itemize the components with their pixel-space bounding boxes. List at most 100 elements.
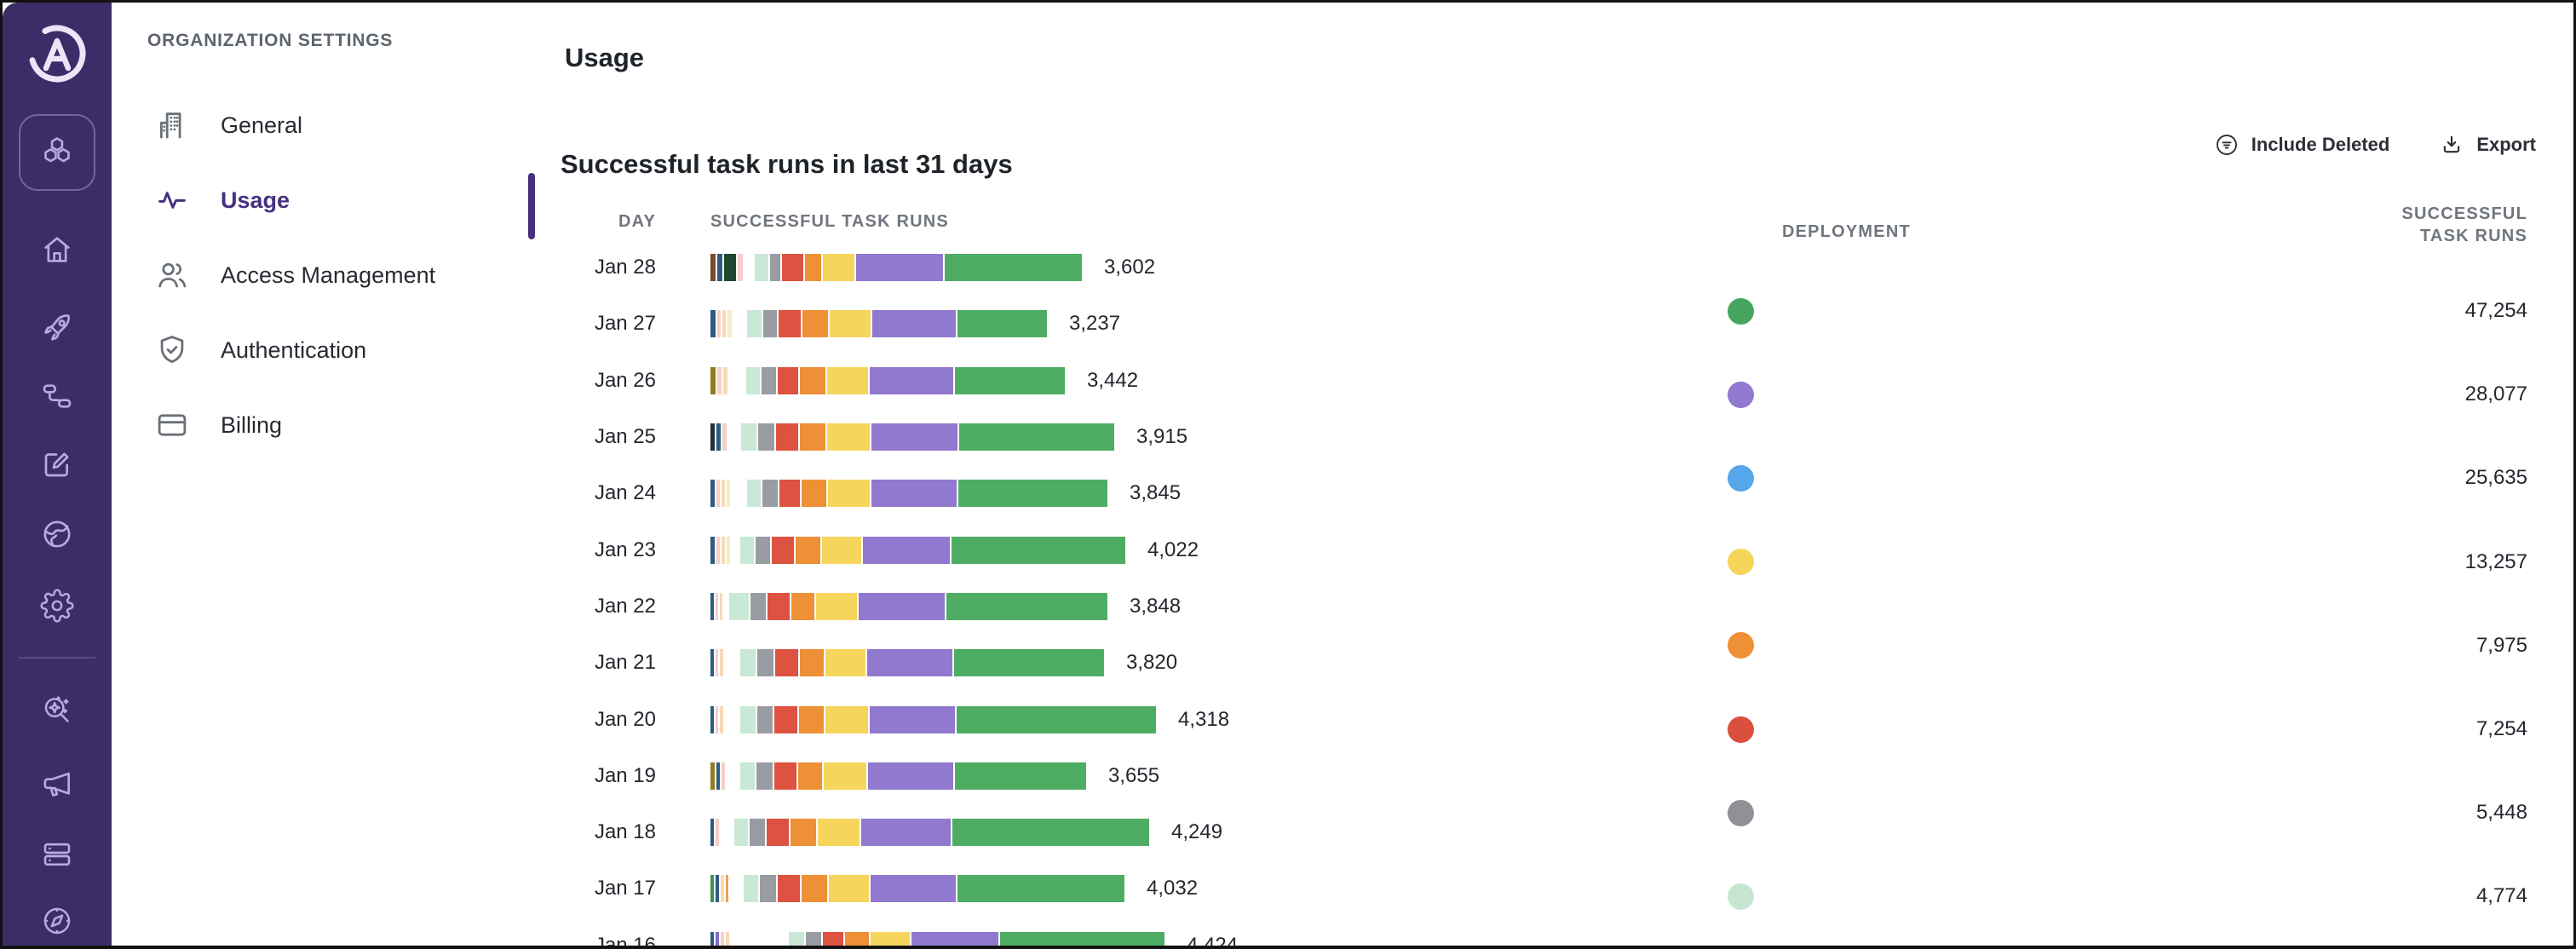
bar-segment-peach bbox=[720, 592, 722, 620]
bar-segment-purple bbox=[861, 819, 951, 847]
bar-segment-gray bbox=[757, 705, 773, 733]
export-button[interactable]: Export bbox=[2439, 132, 2536, 158]
bar-segment-yellow bbox=[822, 536, 861, 564]
rail-active-app[interactable] bbox=[19, 114, 95, 191]
chart-row: Jan 23 4,022 bbox=[562, 521, 1722, 578]
bar-segment-gap bbox=[727, 762, 739, 790]
bar-segment-orange bbox=[802, 480, 826, 508]
bar-segment-red bbox=[774, 705, 797, 733]
sidebar-item-billing[interactable]: Billing bbox=[130, 388, 537, 463]
chart-row-value: 3,602 bbox=[1104, 256, 1156, 279]
bar-segment-gap bbox=[745, 254, 753, 281]
app-rail bbox=[3, 3, 112, 946]
users-icon bbox=[154, 257, 190, 293]
bar-segment-navy bbox=[710, 649, 714, 677]
bar-segment-gap bbox=[731, 932, 787, 946]
bar-segment-yellow bbox=[823, 254, 854, 282]
deployment-color-dot bbox=[1728, 464, 1754, 492]
globe-icon[interactable] bbox=[30, 507, 84, 561]
filter-circle-icon bbox=[2214, 132, 2240, 158]
bar-segment-orange bbox=[800, 366, 825, 394]
chart-row-date: Jan 25 bbox=[594, 425, 656, 449]
sidebar-item-general[interactable]: General bbox=[130, 88, 537, 163]
bar-segment-gap bbox=[730, 875, 742, 902]
bar-segment-pink bbox=[722, 762, 725, 790]
bar-segment-mint bbox=[744, 875, 758, 903]
bar-segment-orange bbox=[805, 254, 821, 282]
gear-icon[interactable] bbox=[30, 578, 84, 633]
stacked-bar bbox=[710, 254, 1084, 282]
bar-segment-gap bbox=[732, 537, 739, 564]
search-sparkle-icon[interactable] bbox=[30, 682, 84, 737]
blocks-icon bbox=[39, 135, 75, 170]
stacked-bar bbox=[710, 762, 1088, 790]
bar-segment-green bbox=[959, 423, 1114, 451]
settings-nav-panel: ORGANIZATION SETTINGS General Usage Access… bbox=[112, 3, 537, 946]
bar-segment-mint bbox=[740, 762, 755, 790]
megaphone-icon[interactable] bbox=[30, 757, 84, 812]
bar-segment-pink bbox=[717, 366, 722, 394]
deployment-row: 25,635 bbox=[1722, 436, 2527, 520]
deployment-row: 47,254 bbox=[1722, 269, 2527, 353]
bar-segment-navy bbox=[710, 819, 714, 847]
bar-segment-red bbox=[778, 366, 798, 394]
stacked-bar bbox=[710, 423, 1116, 451]
bar-segment-green bbox=[946, 592, 1107, 620]
sidebar-item-usage[interactable]: Usage bbox=[130, 163, 537, 238]
deployment-row: 7,975 bbox=[1722, 604, 2527, 687]
download-icon bbox=[2439, 132, 2464, 158]
compass-icon[interactable] bbox=[30, 894, 84, 946]
deployment-row: 28,077 bbox=[1722, 353, 2527, 436]
section-heading: Successful task runs in last 31 days bbox=[561, 148, 1013, 179]
chart-row-date: Jan 20 bbox=[594, 707, 656, 731]
bar-segment-green bbox=[957, 310, 1047, 338]
bar-segment-pink bbox=[721, 931, 724, 946]
workflow-icon[interactable] bbox=[30, 369, 84, 423]
bar-segment-mint bbox=[789, 931, 804, 946]
layers-icon[interactable] bbox=[30, 827, 84, 882]
bar-segment-navy bbox=[710, 536, 715, 564]
chart-row-value: 3,820 bbox=[1126, 651, 1178, 675]
deployment-run-count: 13,257 bbox=[2464, 549, 2527, 573]
bar-segment-mint bbox=[740, 536, 754, 564]
bar-segment-purple bbox=[871, 480, 957, 508]
building-icon bbox=[154, 107, 190, 143]
chart-row-value: 3,915 bbox=[1136, 425, 1188, 449]
airplane-logo-icon[interactable] bbox=[21, 18, 93, 89]
rail-divider bbox=[19, 657, 95, 659]
sidebar-item-label: General bbox=[221, 112, 303, 138]
chart-row-date: Jan 26 bbox=[594, 368, 656, 392]
deployment-run-count: 7,975 bbox=[2475, 633, 2527, 657]
sidebar-item-access-management[interactable]: Access Management bbox=[130, 238, 537, 313]
chart-row: Jan 22 3,848 bbox=[562, 578, 1722, 635]
deployment-row: 7,254 bbox=[1722, 687, 2527, 771]
rocket-icon[interactable] bbox=[30, 301, 84, 355]
bar-segment-navy bbox=[716, 875, 719, 903]
include-deleted-button[interactable]: Include Deleted bbox=[2214, 132, 2389, 158]
chart-row: Jan 16 4,424 bbox=[562, 917, 1722, 946]
bar-segment-purple bbox=[859, 592, 945, 620]
deployment-run-count: 7,254 bbox=[2475, 717, 2527, 741]
bar-segment-pink bbox=[722, 423, 727, 451]
bar-segment-gray bbox=[757, 649, 773, 677]
sidebar-item-authentication[interactable]: Authentication bbox=[130, 313, 537, 388]
bar-segment-purple bbox=[863, 536, 950, 564]
bar-segment-gray bbox=[763, 310, 777, 338]
compose-icon[interactable] bbox=[30, 437, 84, 492]
bar-segment-gray bbox=[806, 931, 821, 946]
bar-segment-mint bbox=[729, 592, 749, 620]
chart-row: Jan 27 3,237 bbox=[562, 296, 1722, 352]
bar-segment-orange bbox=[800, 649, 824, 677]
bar-segment-gray bbox=[758, 423, 774, 451]
bar-segment-pink bbox=[716, 536, 720, 564]
deployment-run-count: 5,448 bbox=[2475, 801, 2527, 825]
bar-segment-navy bbox=[710, 480, 715, 508]
home-icon[interactable] bbox=[30, 222, 84, 277]
bar-segment-green bbox=[957, 875, 1124, 903]
stacked-bar bbox=[710, 649, 1106, 677]
bar-segment-darkgreen bbox=[724, 254, 736, 282]
bar-segment-mint bbox=[747, 480, 761, 508]
chart-row: Jan 20 4,318 bbox=[562, 691, 1722, 747]
bar-segment-peach bbox=[722, 536, 725, 564]
